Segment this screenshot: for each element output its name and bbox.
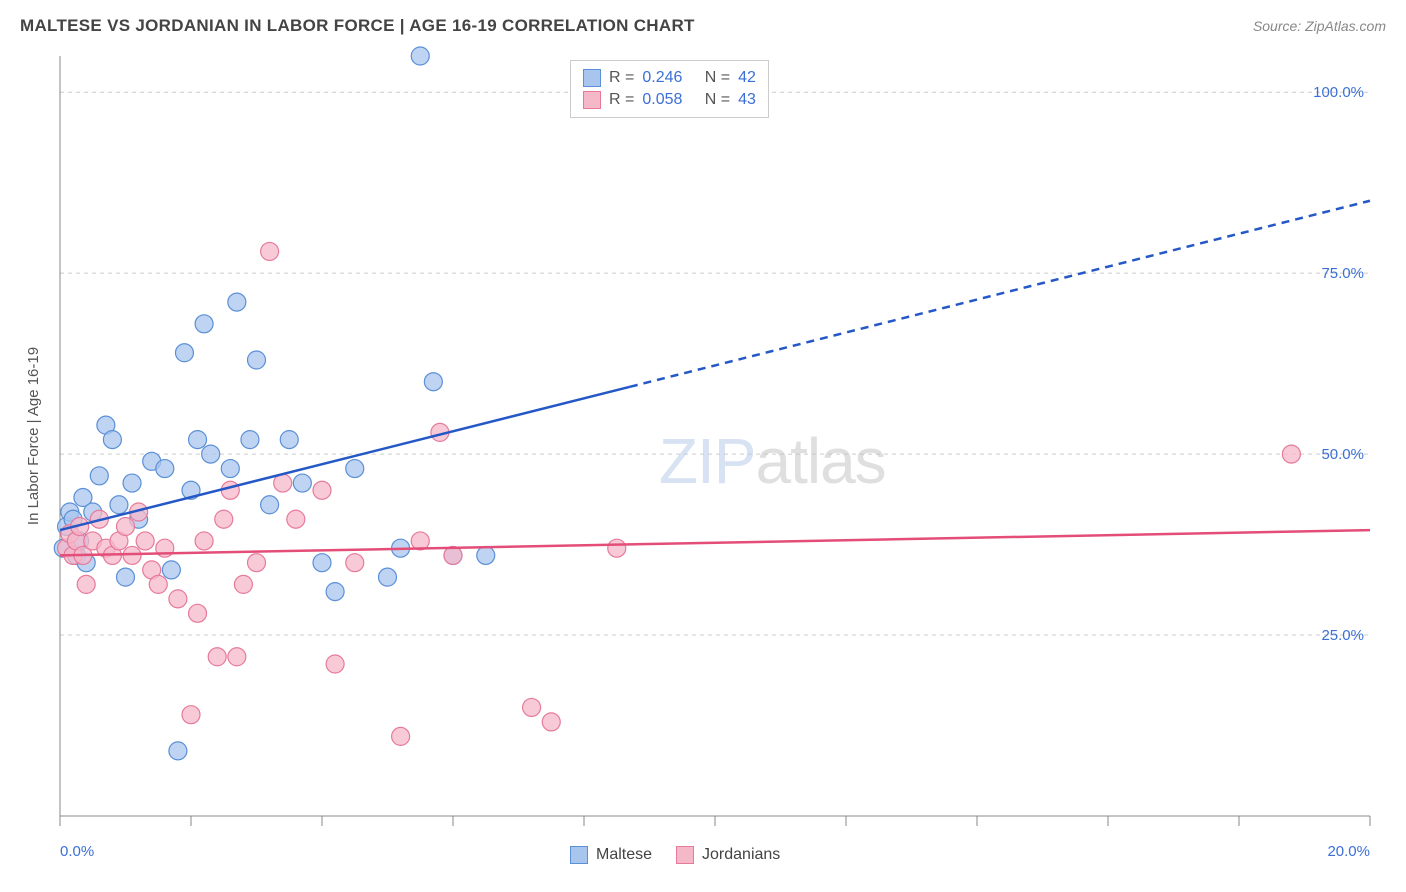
svg-text:100.0%: 100.0% bbox=[1313, 84, 1364, 101]
legend-swatch bbox=[583, 69, 601, 87]
svg-text:25.0%: 25.0% bbox=[1321, 627, 1364, 644]
chart-title: MALTESE VS JORDANIAN IN LABOR FORCE | AG… bbox=[20, 16, 695, 36]
svg-text:75.0%: 75.0% bbox=[1321, 265, 1364, 282]
legend-series-label: Maltese bbox=[596, 846, 652, 864]
n-label: N = bbox=[700, 69, 730, 87]
legend-series-label: Jordanians bbox=[702, 846, 780, 864]
chart-source: Source: ZipAtlas.com bbox=[1253, 18, 1386, 34]
r-label: R = bbox=[609, 69, 634, 87]
svg-text:20.0%: 20.0% bbox=[1327, 843, 1370, 860]
legend-swatch bbox=[583, 91, 601, 109]
n-value: 42 bbox=[738, 69, 756, 87]
legend-swatch bbox=[570, 846, 588, 864]
series-legend: Maltese Jordanians bbox=[570, 846, 780, 864]
n-label: N = bbox=[700, 91, 730, 109]
r-value: 0.058 bbox=[642, 91, 692, 109]
n-value: 43 bbox=[738, 91, 756, 109]
svg-text:50.0%: 50.0% bbox=[1321, 446, 1364, 463]
r-value: 0.246 bbox=[642, 69, 692, 87]
legend-swatch bbox=[676, 846, 694, 864]
legend-series-item: Jordanians bbox=[676, 846, 780, 864]
legend-stat-row: R = 0.058 N = 43 bbox=[583, 89, 756, 111]
svg-text:In Labor Force | Age 16-19: In Labor Force | Age 16-19 bbox=[25, 347, 42, 525]
r-label: R = bbox=[609, 91, 634, 109]
scatter-chart: 25.0% 50.0% 75.0% 100.0% 0.0% 20.0% In Labor F… bbox=[10, 46, 1396, 876]
chart-header: MALTESE VS JORDANIAN IN LABOR FORCE | AG… bbox=[10, 10, 1396, 46]
legend-stat-row: R = 0.246 N = 42 bbox=[583, 67, 756, 89]
chart-container: 25.0% 50.0% 75.0% 100.0% 0.0% 20.0% In Labor F… bbox=[10, 46, 1396, 876]
legend-series-item: Maltese bbox=[570, 846, 652, 864]
svg-text:0.0%: 0.0% bbox=[60, 843, 94, 860]
correlation-legend: R = 0.246 N = 42R = 0.058 N = 43 bbox=[570, 60, 769, 118]
